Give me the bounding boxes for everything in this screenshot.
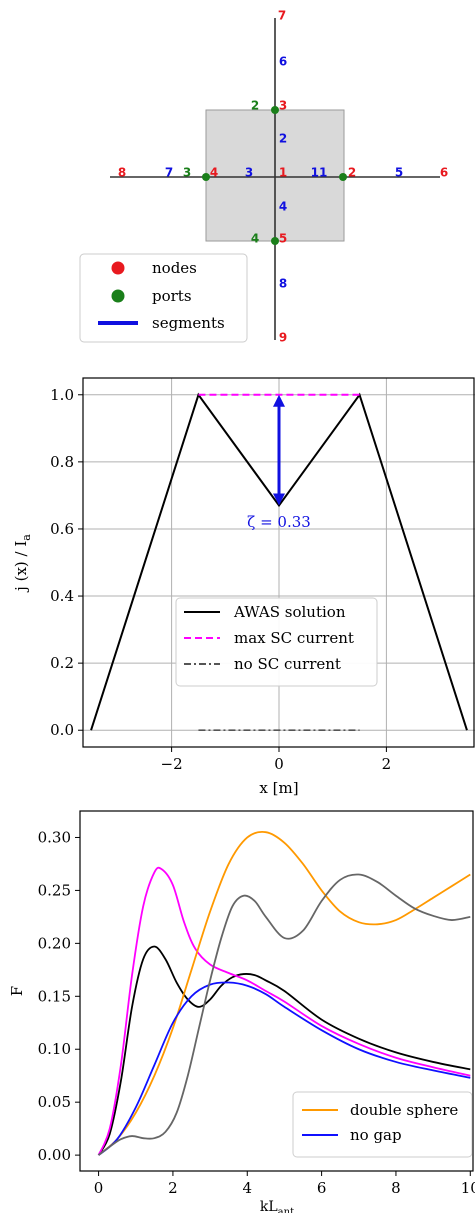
axes-frame xyxy=(79,810,474,1172)
legend-label: max SC current xyxy=(234,629,354,647)
legend-box xyxy=(79,253,248,343)
segment-label: 6 xyxy=(279,55,287,69)
segment-label: 3 xyxy=(245,166,253,180)
y-axis-label-main: j (x) / I xyxy=(12,541,30,593)
legend-label-nodes: nodes xyxy=(152,259,197,277)
series-curve-unlabeled-1 xyxy=(97,866,471,1156)
x-axis-label: kLant xyxy=(260,1199,294,1213)
y-tick-label: 0.05 xyxy=(38,1093,71,1111)
segment-label: 2 xyxy=(279,132,287,146)
x-tick-label: 8 xyxy=(391,1179,401,1197)
segment-label: 4 xyxy=(279,200,287,214)
zeta-annotation: ζ = 0.33 xyxy=(247,513,311,531)
series-curve-unlabeled-0 xyxy=(97,945,471,1156)
y-axis-label: F xyxy=(8,986,26,996)
x-tick-label: 2 xyxy=(382,755,392,773)
y-tick-label: 0.20 xyxy=(38,934,71,952)
series-curve-double-sphere xyxy=(97,830,471,1156)
legend-label-ports: ports xyxy=(152,287,192,305)
node-label-5: 5 xyxy=(279,232,287,246)
x-axis-label-sub: ant xyxy=(278,1207,294,1213)
node-label-8: 8 xyxy=(118,166,126,180)
y-tick-label: 0.25 xyxy=(38,881,71,899)
port-label: 2 xyxy=(251,99,259,113)
y-axis-label: j (x) / Ia xyxy=(12,534,33,593)
node-label-2: 2 xyxy=(348,166,356,180)
segment-label: 11 xyxy=(311,166,328,180)
legend-box xyxy=(175,597,378,687)
series-curve-unlabeled-4 xyxy=(98,873,471,1156)
node-label-3: 3 xyxy=(279,99,287,113)
y-tick-label: 0.8 xyxy=(50,453,74,471)
legend-marker-ports xyxy=(111,289,125,303)
port-marker xyxy=(271,237,279,245)
y-tick-label: 0.15 xyxy=(38,987,71,1005)
y-tick-label: 0.10 xyxy=(38,1040,71,1058)
port-marker xyxy=(271,106,279,114)
y-tick-label: 0.30 xyxy=(38,828,71,846)
y-tick-label: 1.0 xyxy=(50,386,74,404)
x-tick-label: 10 xyxy=(461,1179,475,1197)
node-label-4: 4 xyxy=(210,166,218,180)
zeta-arrow-head-top xyxy=(273,394,285,407)
node-label-6: 6 xyxy=(440,166,448,180)
y-axis-label-sub: a xyxy=(20,534,33,541)
legend-box xyxy=(292,1091,473,1158)
node-label-1: 1 xyxy=(279,166,287,180)
legend-label: no gap xyxy=(350,1126,402,1144)
x-tick-label: 0 xyxy=(94,1179,104,1197)
x-tick-label: 2 xyxy=(168,1179,178,1197)
y-tick-label: 0.2 xyxy=(50,654,74,672)
node-label-9: 9 xyxy=(279,331,287,345)
port-marker xyxy=(202,173,210,181)
segment-label: 5 xyxy=(395,166,403,180)
zeta-arrow-head-bottom xyxy=(273,493,285,506)
segment-label: 7 xyxy=(165,166,173,180)
y-tick-label: 0.6 xyxy=(50,520,74,538)
f-vs-kl-chart: 0 2 4 6 8 10 0.00 0.05 0.10 0.15 0.20 0.25 0.30 kLant… xyxy=(8,810,475,1213)
x-axis-label: x [m] xyxy=(259,779,298,797)
legend-label: no SC current xyxy=(234,655,341,673)
legend-label-segments: segments xyxy=(152,314,225,332)
y-tick-label: 0.0 xyxy=(50,721,74,739)
x-tick-label: 0 xyxy=(274,755,284,773)
legend-label: double sphere xyxy=(350,1101,458,1119)
port-label: 3 xyxy=(183,166,191,180)
port-marker xyxy=(339,173,347,181)
segment-label: 8 xyxy=(279,277,287,291)
y-tick-label: 0.4 xyxy=(50,587,74,605)
x-tick-label: −2 xyxy=(161,755,183,773)
current-distribution-chart: ζ = 0.33 −2 0 2 0.0 0.2 0.4 0.6 0.8 1.0 x [m] j (x)… xyxy=(12,377,475,797)
legend-label: AWAS solution xyxy=(233,603,346,621)
node-label-7: 7 xyxy=(278,9,286,23)
series-curve-no-gap xyxy=(97,981,471,1156)
legend-marker-nodes xyxy=(111,261,125,275)
port-label: 4 xyxy=(251,232,259,246)
x-axis-label-main: kL xyxy=(260,1199,278,1213)
y-tick-label: 0.00 xyxy=(38,1146,71,1164)
x-tick-label: 6 xyxy=(317,1179,327,1197)
x-tick-label: 4 xyxy=(242,1179,252,1197)
